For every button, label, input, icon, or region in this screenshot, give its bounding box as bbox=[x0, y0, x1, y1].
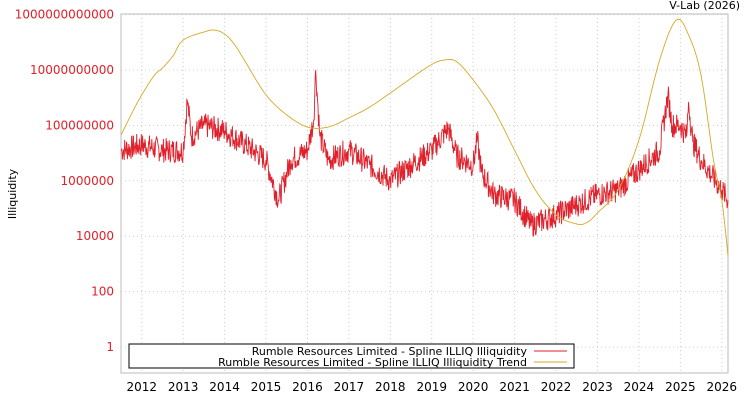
illiquidity-series-line bbox=[120, 69, 729, 237]
x-tick-label: 2024 bbox=[624, 380, 655, 394]
x-tick-label: 2017 bbox=[334, 380, 365, 394]
x-tick-label: 2018 bbox=[375, 380, 406, 394]
legend-label-illiquidity: Rumble Resources Limited - Spline ILLIQ … bbox=[252, 345, 528, 358]
x-tick-label: 2020 bbox=[458, 380, 489, 394]
x-tick-label: 2022 bbox=[541, 380, 572, 394]
y-tick-label: 1 bbox=[106, 340, 114, 354]
y-tick-label: 10000000000 bbox=[30, 63, 114, 77]
plot-area bbox=[120, 13, 729, 374]
y-tick-label: 100000000 bbox=[45, 118, 114, 132]
legend: Rumble Resources Limited - Spline ILLIQ … bbox=[128, 343, 575, 369]
y-tick-label: 10000 bbox=[76, 229, 114, 243]
y-axis-label: Illiquidity bbox=[6, 168, 19, 219]
x-tick-label: 2016 bbox=[292, 380, 323, 394]
chart-title: V-Lab (2026) bbox=[669, 0, 740, 12]
x-tick-label: 2013 bbox=[168, 380, 199, 394]
legend-label-trend: Rumble Resources Limited - Spline ILLIQ … bbox=[218, 356, 527, 369]
x-tick-label: 2023 bbox=[582, 380, 613, 394]
x-tick-label: 2014 bbox=[209, 380, 240, 394]
y-tick-label: 1000000 bbox=[61, 174, 114, 188]
x-tick-label: 2021 bbox=[499, 380, 530, 394]
x-tick-label: 2015 bbox=[251, 380, 282, 394]
y-tick-label: 100 bbox=[91, 285, 114, 299]
x-tick-label: 2012 bbox=[126, 380, 157, 394]
y-tick-label: 1000000000000 bbox=[15, 8, 114, 22]
illiquidity-trend-line bbox=[120, 18, 729, 256]
x-tick-label: 2025 bbox=[665, 380, 696, 394]
x-tick-label: 2019 bbox=[416, 380, 447, 394]
x-tick-label: 2026 bbox=[707, 380, 738, 394]
